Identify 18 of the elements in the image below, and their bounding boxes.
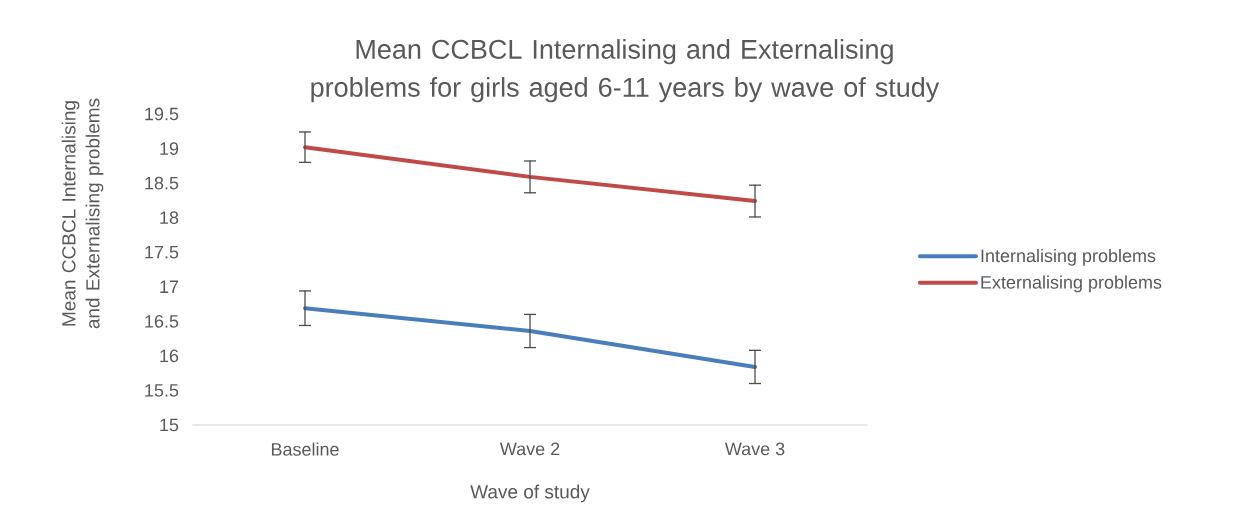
y-tick-label: 17	[160, 280, 179, 293]
chart-title: Mean CCBCL Internalising and Externalising problems for girls aged 6-11 years by wave of study	[311, 39, 940, 103]
x-axis-title: Wave of study	[470, 484, 590, 503]
y-tick-label: 15.5	[145, 384, 179, 397]
y-tick-label: 17.5	[145, 245, 179, 259]
y-tick-label: 18.5	[145, 176, 179, 190]
y-tick-label: 16	[160, 349, 179, 363]
y-tick-label: 16.5	[145, 314, 179, 328]
y-tick-label: 18	[160, 211, 179, 225]
x-tick-label: Baseline	[271, 442, 339, 456]
x-tick-label: Wave 3	[724, 442, 785, 456]
x-tick-label: Wave 2	[499, 442, 560, 456]
y-tick-label: 19	[160, 142, 179, 155]
legend-label: Internalising problems	[981, 248, 1156, 266]
legend-label: Externalising problems	[981, 275, 1162, 293]
y-axis-title: Mean CCBCL Internalising and Externalising problems	[61, 98, 104, 329]
y-tick-label: 19.5	[145, 107, 179, 121]
y-tick-label: 15	[160, 418, 179, 432]
